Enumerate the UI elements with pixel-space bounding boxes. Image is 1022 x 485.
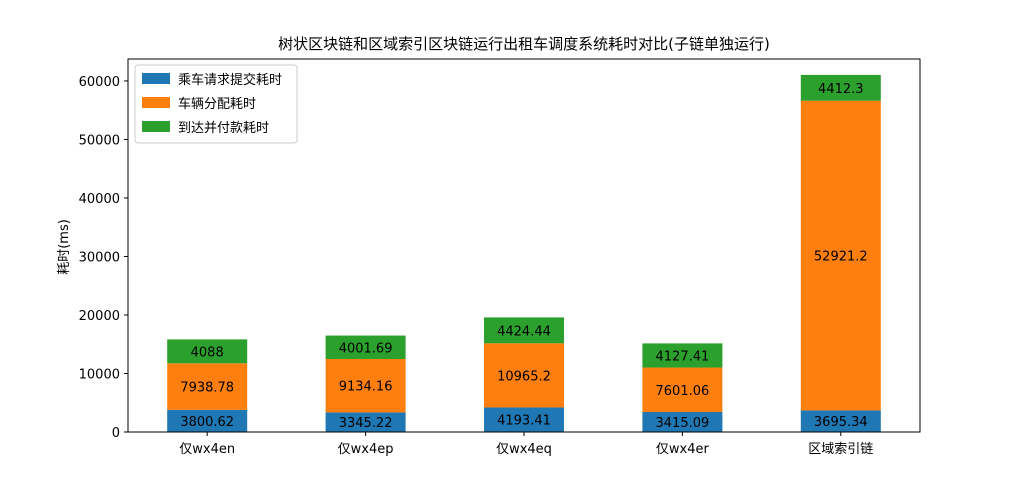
data-label-2-1: 7938.78 [180,381,234,396]
data-label-3-4: 4127.41 [656,349,710,364]
bar-1-1 [167,409,248,432]
bar-1-2 [325,412,406,432]
bar-3-4 [642,343,723,368]
bar-2-3 [484,343,564,408]
y-tick-label-3: 20000 [79,309,120,324]
data-label-3-1: 4088 [191,345,224,360]
legend-box [134,64,298,144]
y-tick-label-4: 30000 [79,250,120,265]
data-label-1-4: 3415.09 [656,416,710,431]
legend-label-3: 到达并付款耗时 [178,121,269,136]
data-label-2-4: 7601.06 [656,384,710,399]
legend-label-1: 乘车请求提交耗时 [178,72,282,88]
x-tick-label-4: 仅wx4er [656,442,710,457]
bar-3-1 [167,339,248,364]
legend-swatch-1 [142,73,170,84]
bar-1-4 [642,412,723,432]
bar-2-4 [642,367,723,413]
x-tick-label-1: 仅wx4en [179,442,235,457]
plot-area: 3800.62 7938.78 4088 仅wx4en 3345.22 9134.16 40… [79,58,921,457]
bar-1-3 [484,407,564,432]
y-tick-label-7: 60000 [79,75,120,90]
data-label-2-2: 9134.16 [339,380,393,395]
y-tick-label-5: 40000 [79,192,120,207]
bar-3-2 [325,335,406,359]
legend-swatch-2 [142,97,170,108]
legend-label-2: 车辆分配耗时 [178,96,256,112]
data-label-1-5: 3695.34 [814,415,868,430]
bar-2-1 [167,363,248,410]
bar-3-3 [484,317,564,344]
bar-3-5 [800,74,881,101]
chart-title: 树状区块链和区域索引区块链运行出租车调度系统耗时对比(子链单独运行) [278,35,770,53]
y-tick-label-1: 0 [112,426,120,441]
data-label-3-5: 4412.3 [818,82,864,97]
y-tick-label-2: 10000 [79,367,120,382]
legend-swatch-3 [142,121,170,132]
y-tick-label-6: 50000 [79,133,120,148]
axes-frame [127,58,921,433]
data-label-2-5: 52921.2 [814,250,868,265]
data-label-1-1: 3800.62 [180,415,234,430]
x-tick-label-3: 仅wx4eq [496,442,552,457]
data-label-3-3: 4424.44 [497,324,551,339]
data-label-2-3: 10965.2 [497,369,551,384]
bar-2-2 [325,358,406,413]
data-label-3-2: 4001.69 [339,341,393,356]
x-tick-label-2: 仅wx4ep [338,442,394,457]
data-label-1-2: 3345.22 [339,416,393,431]
y-axis-label: 耗时(ms) [57,219,72,275]
x-tick-label-5: 区域索引链 [808,442,873,457]
data-label-1-3: 4193.41 [497,414,551,429]
bar-2-5 [800,100,881,411]
bar-1-5 [800,410,881,432]
